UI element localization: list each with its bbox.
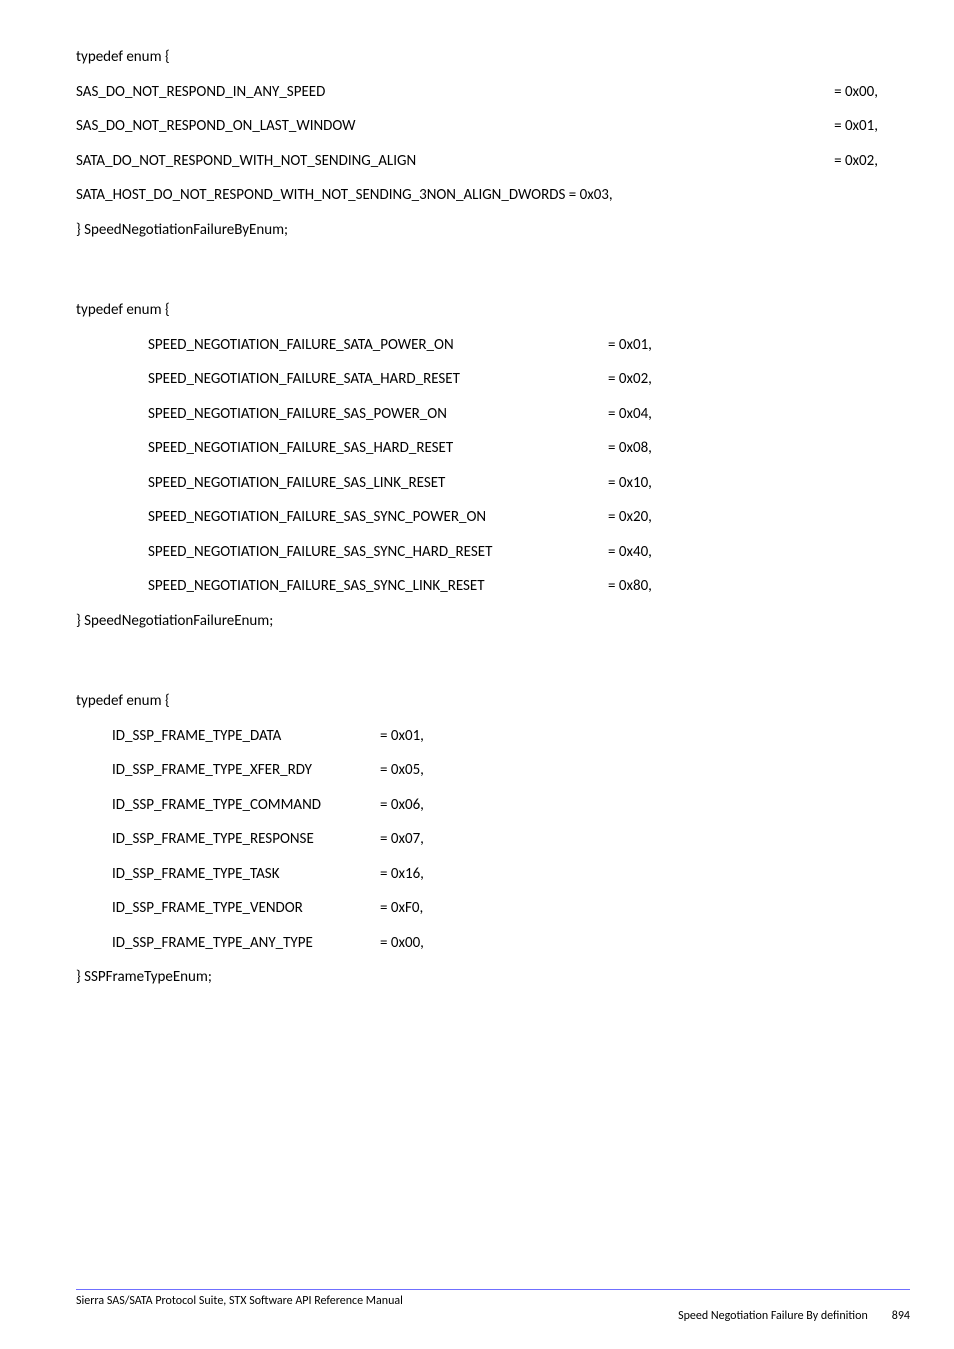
enum-value: = 0x01, [834, 109, 878, 144]
footer-doc-title: Sierra SAS/SATA Protocol Suite, STX Soft… [76, 1294, 910, 1310]
enum-item: SATA_DO_NOT_RESPOND_WITH_NOT_SENDING_ALI… [76, 144, 878, 179]
enum-value: = 0x00, [834, 75, 878, 110]
enum-item: ID_SSP_FRAME_TYPE_ANY_TYPE= 0x00, [76, 926, 878, 961]
enum-value: = 0x01, [608, 328, 678, 363]
enum-name: ID_SSP_FRAME_TYPE_XFER_RDY [112, 753, 380, 788]
enum-name: SATA_DO_NOT_RESPOND_WITH_NOT_SENDING_ALI… [76, 144, 416, 179]
enum-item: SPEED_NEGOTIATION_FAILURE_SAS_POWER_ON= … [76, 397, 878, 432]
enum-value: = 0x04, [608, 397, 678, 432]
footer-page-number: 894 [892, 1309, 910, 1325]
enum-name: ID_SSP_FRAME_TYPE_DATA [112, 719, 380, 754]
enum-name: ID_SSP_FRAME_TYPE_TASK [112, 857, 380, 892]
enum-block-speed-neg-failure-by: typedef enum { SAS_DO_NOT_RESPOND_IN_ANY… [76, 40, 878, 247]
enum-name: SPEED_NEGOTIATION_FAILURE_SAS_SYNC_LINK_… [148, 569, 608, 604]
enum-open: typedef enum { [76, 293, 878, 328]
enum-name: SPEED_NEGOTIATION_FAILURE_SAS_SYNC_POWER… [148, 500, 608, 535]
enum-item: ID_SSP_FRAME_TYPE_RESPONSE= 0x07, [76, 822, 878, 857]
enum-value: = 0x80, [608, 569, 678, 604]
enum-name: ID_SSP_FRAME_TYPE_ANY_TYPE [112, 926, 380, 961]
enum-value: = 0x01, [380, 719, 424, 754]
enum-block-speed-neg-failure: typedef enum { SPEED_NEGOTIATION_FAILURE… [76, 293, 878, 638]
enum-item: SAS_DO_NOT_RESPOND_ON_LAST_WINDOW = 0x01… [76, 109, 878, 144]
enum-name: SAS_DO_NOT_RESPOND_IN_ANY_SPEED [76, 75, 325, 110]
enum-value: = 0x00, [380, 926, 424, 961]
enum-name: ID_SSP_FRAME_TYPE_COMMAND [112, 788, 380, 823]
enum-item: SPEED_NEGOTIATION_FAILURE_SAS_SYNC_LINK_… [76, 569, 878, 604]
enum-name: ID_SSP_FRAME_TYPE_RESPONSE [112, 822, 380, 857]
footer-section-title: Speed Negotiation Failure By definition [678, 1309, 868, 1325]
enum-name: SPEED_NEGOTIATION_FAILURE_SATA_POWER_ON [148, 328, 608, 363]
enum-name: ID_SSP_FRAME_TYPE_VENDOR [112, 891, 380, 926]
enum-name: SPEED_NEGOTIATION_FAILURE_SAS_POWER_ON [148, 397, 608, 432]
enum-value: = 0xF0, [380, 891, 423, 926]
enum-value: = 0x02, [834, 144, 878, 179]
enum-item: SPEED_NEGOTIATION_FAILURE_SATA_HARD_RESE… [76, 362, 878, 397]
enum-value: = 0x02, [608, 362, 678, 397]
enum-value: = 0x16, [380, 857, 424, 892]
enum-name: SPEED_NEGOTIATION_FAILURE_SAS_HARD_RESET [148, 431, 608, 466]
enum-value: = 0x05, [380, 753, 424, 788]
enum-value: = 0x20, [608, 500, 678, 535]
enum-name: SAS_DO_NOT_RESPOND_ON_LAST_WINDOW [76, 109, 356, 144]
enum-item: ID_SSP_FRAME_TYPE_COMMAND= 0x06, [76, 788, 878, 823]
enum-close: } SpeedNegotiationFailureByEnum; [76, 213, 878, 248]
enum-name: SPEED_NEGOTIATION_FAILURE_SAS_SYNC_HARD_… [148, 535, 608, 570]
enum-item: ID_SSP_FRAME_TYPE_XFER_RDY= 0x05, [76, 753, 878, 788]
enum-item-full: SATA_HOST_DO_NOT_RESPOND_WITH_NOT_SENDIN… [76, 178, 878, 213]
page-footer: Sierra SAS/SATA Protocol Suite, STX Soft… [76, 1289, 910, 1325]
enum-close: } SSPFrameTypeEnum; [76, 960, 878, 995]
enum-close: } SpeedNegotiationFailureEnum; [76, 604, 878, 639]
enum-value: = 0x07, [380, 822, 424, 857]
enum-value: = 0x08, [608, 431, 678, 466]
enum-name: SPEED_NEGOTIATION_FAILURE_SATA_HARD_RESE… [148, 362, 608, 397]
enum-item: SPEED_NEGOTIATION_FAILURE_SAS_LINK_RESET… [76, 466, 878, 501]
enum-item: SAS_DO_NOT_RESPOND_IN_ANY_SPEED = 0x00, [76, 75, 878, 110]
enum-open: typedef enum { [76, 684, 878, 719]
enum-item: SPEED_NEGOTIATION_FAILURE_SATA_POWER_ON=… [76, 328, 878, 363]
enum-item: SPEED_NEGOTIATION_FAILURE_SAS_HARD_RESET… [76, 431, 878, 466]
enum-item: ID_SSP_FRAME_TYPE_VENDOR= 0xF0, [76, 891, 878, 926]
enum-value: = 0x40, [608, 535, 678, 570]
enum-block-ssp-frame-type: typedef enum { ID_SSP_FRAME_TYPE_DATA= 0… [76, 684, 878, 995]
enum-item: ID_SSP_FRAME_TYPE_TASK= 0x16, [76, 857, 878, 892]
enum-name: SPEED_NEGOTIATION_FAILURE_SAS_LINK_RESET [148, 466, 608, 501]
enum-item: SPEED_NEGOTIATION_FAILURE_SAS_SYNC_POWER… [76, 500, 878, 535]
enum-item: SPEED_NEGOTIATION_FAILURE_SAS_SYNC_HARD_… [76, 535, 878, 570]
enum-item: ID_SSP_FRAME_TYPE_DATA= 0x01, [76, 719, 878, 754]
enum-value: = 0x10, [608, 466, 678, 501]
enum-open: typedef enum { [76, 40, 878, 75]
enum-value: = 0x06, [380, 788, 424, 823]
